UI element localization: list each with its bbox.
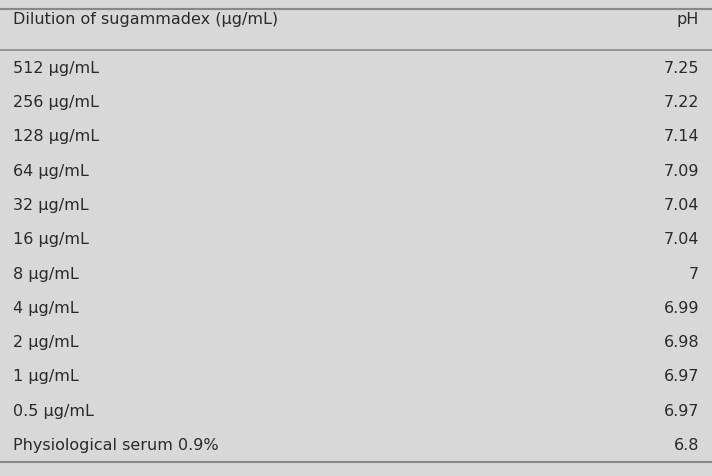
Text: 7.25: 7.25 xyxy=(664,60,699,76)
Text: 6.97: 6.97 xyxy=(664,368,699,384)
Text: 16 μg/mL: 16 μg/mL xyxy=(13,232,89,247)
Text: 128 μg/mL: 128 μg/mL xyxy=(13,129,99,144)
Text: 6.98: 6.98 xyxy=(664,335,699,349)
Text: 4 μg/mL: 4 μg/mL xyxy=(13,300,78,315)
Text: 7.04: 7.04 xyxy=(664,198,699,212)
Text: Dilution of sugammadex (μg/mL): Dilution of sugammadex (μg/mL) xyxy=(13,11,278,27)
Text: pH: pH xyxy=(677,11,699,27)
Text: 256 μg/mL: 256 μg/mL xyxy=(13,95,99,110)
Text: 7: 7 xyxy=(689,266,699,281)
Text: Physiological serum 0.9%: Physiological serum 0.9% xyxy=(13,437,219,452)
Text: 512 μg/mL: 512 μg/mL xyxy=(13,60,99,76)
Text: 0.5 μg/mL: 0.5 μg/mL xyxy=(13,403,94,418)
Text: 6.97: 6.97 xyxy=(664,403,699,418)
Text: 7.14: 7.14 xyxy=(664,129,699,144)
Text: 7.09: 7.09 xyxy=(664,163,699,178)
Text: 64 μg/mL: 64 μg/mL xyxy=(13,163,88,178)
Text: 7.22: 7.22 xyxy=(664,95,699,110)
Text: 8 μg/mL: 8 μg/mL xyxy=(13,266,78,281)
Text: 6.8: 6.8 xyxy=(674,437,699,452)
Text: 2 μg/mL: 2 μg/mL xyxy=(13,335,78,349)
Text: 1 μg/mL: 1 μg/mL xyxy=(13,368,78,384)
Text: 6.99: 6.99 xyxy=(664,300,699,315)
Text: 32 μg/mL: 32 μg/mL xyxy=(13,198,88,212)
Text: 7.04: 7.04 xyxy=(664,232,699,247)
